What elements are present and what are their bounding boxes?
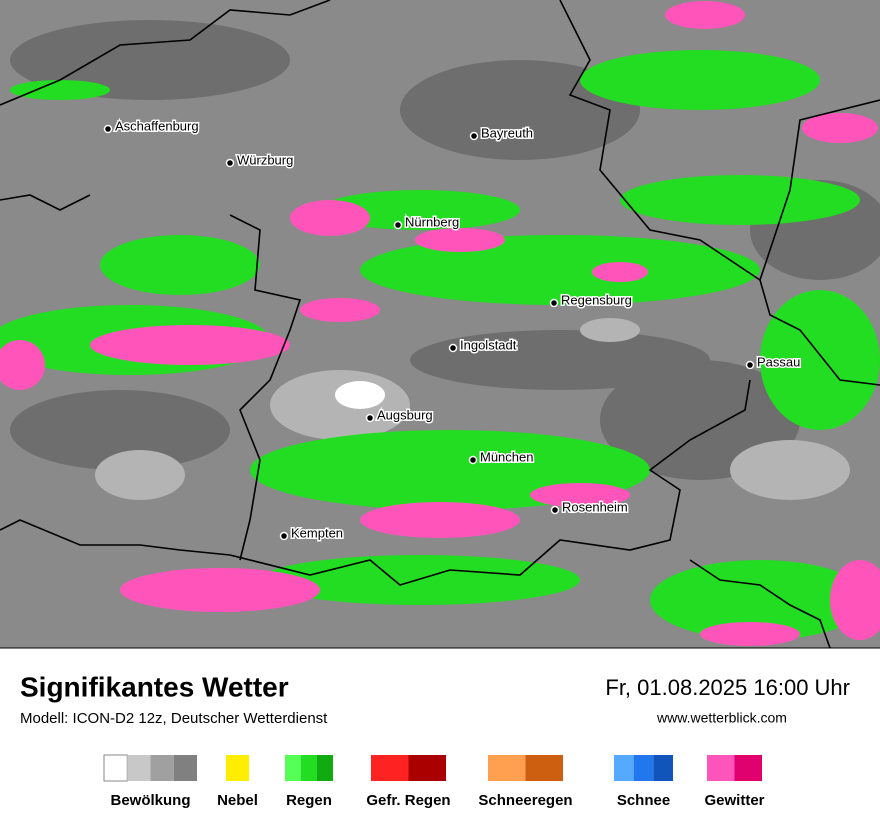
legend-swatch <box>734 755 762 781</box>
city-label: Passau <box>757 354 800 369</box>
subtitle: Modell: ICON-D2 12z, Deutscher Wetterdie… <box>20 710 328 727</box>
legend-swatch <box>301 755 317 781</box>
legend-swatch <box>173 755 197 781</box>
city-dot <box>549 298 559 308</box>
city-label: Bayreuth <box>481 125 533 140</box>
legend-label: Regen <box>286 792 332 809</box>
legend-swatch <box>614 755 634 781</box>
legend-swatch <box>317 755 333 781</box>
legend-label: Nebel <box>217 792 258 809</box>
legend-swatch <box>488 755 526 781</box>
legend-swatch <box>653 755 673 781</box>
datetime: Fr, 01.08.2025 16:00 Uhr <box>605 675 850 700</box>
dark-cloud <box>10 20 880 480</box>
thunderstorm <box>0 1 880 646</box>
title: Signifikantes Wetter <box>20 671 289 702</box>
legend-swatch <box>285 755 301 781</box>
clear-sky <box>335 381 385 409</box>
legend-swatch <box>633 755 654 781</box>
legend-swatch <box>408 755 446 781</box>
legend-swatch <box>525 755 563 781</box>
city-dot <box>550 505 560 515</box>
legend: Bewölkung Nebel Regen Gefr. Regen Schneerege… <box>103 754 765 809</box>
legend-swatch <box>371 755 409 781</box>
legend-swatch <box>707 755 735 781</box>
city-label: Regensburg <box>561 292 632 307</box>
city-dot <box>279 531 289 541</box>
city-label: Ingolstadt <box>460 337 517 352</box>
city-label: Aschaffenburg <box>115 118 199 133</box>
city-dot <box>365 413 375 423</box>
city-dot <box>745 360 755 370</box>
legend-swatch <box>150 755 174 781</box>
city-label: Kempten <box>291 525 343 540</box>
legend-label: Gefr. Regen <box>366 792 450 809</box>
legend-swatch <box>127 755 151 781</box>
legend-label: Schnee <box>617 792 670 809</box>
borders <box>0 0 880 649</box>
city-label: Augsburg <box>377 407 433 422</box>
legend-label: Schneeregen <box>478 792 572 809</box>
city-label: Nürnberg <box>405 214 459 229</box>
city-dot <box>103 124 113 134</box>
map: Aschaffenburg Würzburg Bayreuth Nürnberg Reg… <box>0 0 880 649</box>
city-label: München <box>480 449 533 464</box>
city-dot <box>393 220 403 230</box>
legend-swatch <box>226 755 249 781</box>
legend-swatch <box>103 754 128 782</box>
city-dot <box>469 131 479 141</box>
city-dot <box>225 158 235 168</box>
legend-label: Gewitter <box>704 792 764 809</box>
city-label: Würzburg <box>237 152 293 167</box>
city-dot <box>468 455 478 465</box>
website: www.wetterblick.com <box>656 710 787 726</box>
city-label: Rosenheim <box>562 499 628 514</box>
legend-label: Bewölkung <box>110 792 190 809</box>
city-dot <box>448 343 458 353</box>
cities: Aschaffenburg Würzburg Bayreuth Nürnberg Reg… <box>103 117 802 542</box>
